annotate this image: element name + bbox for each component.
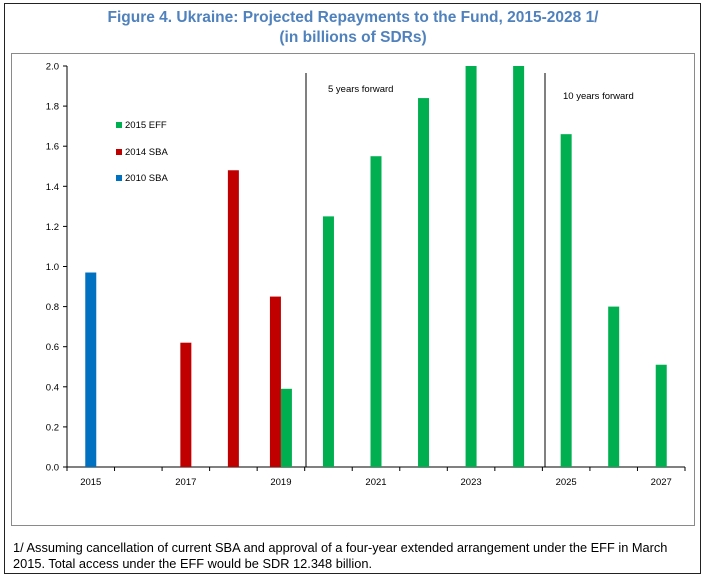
x-axis: 2015 2017 2019 2021 2023 2025 2027 xyxy=(66,466,686,488)
figure-frame xyxy=(4,3,701,574)
y-tick-label: 1.2 xyxy=(46,222,59,233)
y-tick-label: 0.2 xyxy=(46,422,59,433)
bar-2015-eff-2026 xyxy=(608,306,620,467)
bar-2015-eff-2021 xyxy=(370,156,382,467)
figure-subtitle: (in billions of SDRs) xyxy=(279,29,427,46)
bar-2014-sba-2017 xyxy=(180,342,192,467)
bar-2014-sba-2019 xyxy=(269,296,281,467)
x-tick-label: 2025 xyxy=(556,477,577,488)
bars xyxy=(85,66,667,468)
legend-swatch xyxy=(116,149,122,155)
x-tick-label: 2023 xyxy=(461,477,482,488)
bar-2015-eff-2027 xyxy=(655,364,667,467)
annotation-five-years: 5 years forward xyxy=(328,84,393,95)
legend: 2015 EFF 2014 SBA 2010 SBA xyxy=(116,120,168,184)
x-tick-label: 2017 xyxy=(175,477,196,488)
legend-swatch xyxy=(116,122,122,128)
bar-2010-sba-2015 xyxy=(85,272,97,467)
y-tick-label: 0.4 xyxy=(46,382,59,393)
y-tick-label: 1.0 xyxy=(46,262,59,273)
legend-swatch xyxy=(116,175,122,181)
bar-2015-eff-2022 xyxy=(418,98,430,467)
bar-2015-eff-2024 xyxy=(513,66,525,467)
y-axis: 0.0 0.2 0.4 0.6 0.8 1.0 1.2 1.4 1.6 1.8 2.0 xyxy=(46,62,68,474)
x-tick-label: 2015 xyxy=(80,477,101,488)
legend-label: 2014 SBA xyxy=(125,147,168,158)
bar-2015-eff-2020 xyxy=(322,216,334,467)
bar-2015-eff-2025 xyxy=(560,134,572,468)
y-tick-label: 1.8 xyxy=(46,102,59,113)
bar-2014-sba-2018 xyxy=(227,170,239,467)
y-tick-label: 2.0 xyxy=(46,62,59,73)
bar-2015-eff-2019 xyxy=(280,388,292,467)
period-markers: 5 years forward 10 years forward xyxy=(305,73,634,467)
y-tick-label: 0.6 xyxy=(46,342,59,353)
legend-label: 2015 EFF xyxy=(125,120,167,131)
chart-area xyxy=(11,53,695,526)
y-tick-label: 0.8 xyxy=(46,302,59,313)
footnote: 1/ Assuming cancellation of current SBA … xyxy=(13,540,668,571)
x-tick-label: 2021 xyxy=(365,477,386,488)
y-tick-label: 0.0 xyxy=(46,463,59,474)
x-tick-label: 2019 xyxy=(270,477,291,488)
bar-2015-eff-2023 xyxy=(465,66,477,467)
legend-label: 2010 SBA xyxy=(125,173,168,184)
y-tick-label: 1.6 xyxy=(46,142,59,153)
figure-title: Figure 4. Ukraine: Projected Repayments … xyxy=(107,9,599,26)
annotation-ten-years: 10 years forward xyxy=(563,91,634,102)
x-tick-label: 2027 xyxy=(651,477,672,488)
y-tick-label: 1.4 xyxy=(46,182,59,193)
